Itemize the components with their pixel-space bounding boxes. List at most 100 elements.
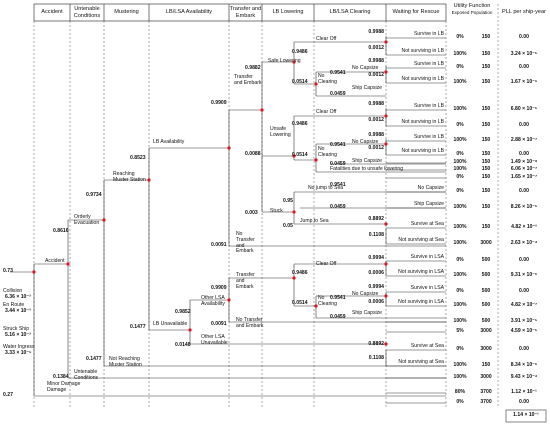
untenable-probability: 0.1384 — [53, 374, 69, 380]
utility-cell: 100% — [453, 362, 467, 368]
outcome-label: Survive at Sea — [410, 343, 444, 349]
branch-node — [227, 146, 231, 150]
pll-cell: 3.24 × 10⁻⁵ — [510, 51, 538, 57]
population-cell: 150 — [481, 174, 491, 180]
ship-capsize-label-1: Ship Capsize — [352, 85, 383, 91]
wait-prob-11: 0.9994 — [368, 255, 384, 261]
pll-cell: 0.00 — [519, 346, 529, 352]
branch-node — [292, 60, 296, 64]
clear-off-label-3: Clear Off — [316, 261, 337, 267]
stuck-probability: 0.003 — [245, 210, 258, 216]
utility-cell: 100% — [453, 166, 467, 172]
water-ingress-label: Water Ingress — [3, 344, 35, 350]
transfer-embark-label: Transfer and Embark — [234, 74, 262, 86]
no-clearing-label-2: No Clearing — [318, 146, 337, 158]
outcome-label: Survive in LB — [413, 134, 444, 140]
no-capsize-prob-1: 0.9541 — [330, 70, 346, 76]
ship-capsize-prob-1: 0.0459 — [330, 91, 346, 97]
untenable-branch-label: Untenable Conditions — [74, 369, 99, 381]
utility-cell: 100% — [453, 137, 467, 143]
no-clearing-prob-1: 0.0514 — [292, 79, 308, 85]
utility-cell: 80% — [454, 389, 466, 395]
population-cell: 150 — [481, 159, 491, 165]
outcome-label: Not surviving in LB — [401, 148, 444, 154]
other-lsa-unavailable-probability: 0.0148 — [175, 342, 191, 348]
population-cell: 150 — [481, 122, 491, 128]
pll-cell: 6.06 × 10⁻⁷ — [510, 166, 538, 172]
total-pll: 1.14 × 10⁻¹ — [513, 412, 539, 418]
utility-cell: 100% — [453, 374, 467, 380]
population-cell: 150 — [481, 362, 491, 368]
pll-cell: 2.63 × 10⁻⁴ — [510, 240, 538, 246]
wait-prob-13: 0.9994 — [368, 284, 384, 290]
header-untenable-conditions: Untenable Conditions — [73, 6, 101, 19]
header-mustering: Mustering — [114, 9, 139, 16]
collision-label: Collision — [3, 288, 23, 294]
no-clearing-label-3: No Clearing — [318, 295, 337, 307]
header-transfer-embark: Transfer and Embark — [229, 6, 262, 19]
clear-off-prob-2: 0.9486 — [292, 121, 308, 127]
population-cell: 3700 — [480, 389, 492, 395]
lsa-no-transfer-label: No Transfer and Embark — [236, 317, 264, 329]
header-waiting-rescue: Waiting for Rescue — [392, 9, 440, 16]
pll-cell: 0.00 — [519, 122, 529, 128]
en-route-label: En Route — [3, 302, 25, 308]
outcome-label: Not surviving at Sea — [398, 237, 444, 243]
utility-cell: 0% — [456, 122, 464, 128]
transfer-embark-probability: 0.9909 — [211, 100, 227, 106]
header-utility-function: Utility Function — [453, 2, 491, 9]
pll-cell: 8.34 × 10⁻⁶ — [510, 362, 538, 368]
ship-capsize-prob-2: 0.0459 — [330, 161, 346, 167]
pll-cell: 0.00 — [519, 151, 529, 157]
no-jump-label: No jump to Sea — [308, 185, 344, 191]
population-cell: 150 — [481, 188, 491, 194]
pll-cell: 0.00 — [519, 399, 529, 405]
branch-node — [292, 276, 296, 280]
unsafe-lowering-label: Unsafe Lowering — [270, 126, 291, 138]
pll-cell: 1.65 × 10⁻⁷ — [510, 174, 538, 180]
branch-node — [292, 210, 296, 214]
outcome-label: Survive in LB — [413, 103, 444, 109]
population-cell: 150 — [481, 166, 491, 172]
population-cell: 150 — [481, 151, 491, 157]
branch-node — [227, 298, 231, 302]
branch-node — [188, 328, 192, 332]
no-clearing-prob-3: 0.0514 — [292, 300, 308, 306]
no-capsize-prob-3b: 0.9541 — [330, 295, 346, 301]
wait-prob-2: 0.0012 — [368, 45, 384, 51]
lb-unavailable-label: LB Unavailable — [153, 321, 188, 327]
no-capsize-prob-2: 0.9541 — [330, 142, 346, 148]
population-cell: 3000 — [480, 346, 492, 352]
pll-cell: 3.91 × 10⁻⁵ — [510, 318, 538, 324]
population-cell: 3700 — [480, 399, 492, 405]
header-frame — [33, 3, 447, 22]
not-reaching-probability: 0.1477 — [86, 356, 102, 362]
utility-cell: 100% — [453, 51, 467, 57]
population-cell: 500 — [481, 318, 491, 324]
branch-node — [66, 262, 70, 266]
outcome-label: Not surviving at Sea — [398, 359, 444, 365]
population-cell: 150 — [481, 34, 491, 40]
utility-cell: 100% — [453, 224, 467, 230]
outcome-label: Survive in LB — [413, 61, 444, 67]
lsa-transfer-embark-probability: 0.9909 — [211, 285, 227, 291]
utility-cell: 100% — [453, 106, 467, 112]
reaching-probability: 0.8523 — [130, 155, 146, 161]
wait-prob-15: 0.8892 — [368, 341, 384, 347]
pll-cell: 9.31 × 10⁻⁶ — [510, 272, 538, 278]
branch-node — [147, 178, 151, 182]
utility-cell: 0% — [456, 34, 464, 40]
header-accident: Accident — [41, 9, 63, 16]
branch-node — [260, 108, 264, 112]
accident-probability: 0.8616 — [53, 228, 69, 234]
no-clearing-label-1: No Clearing — [318, 73, 337, 85]
pll-cell: 2.88 × 10⁻⁷ — [510, 137, 538, 143]
utility-cell: 100% — [453, 159, 467, 165]
branch-node — [102, 218, 106, 222]
population-cell: 500 — [481, 288, 491, 294]
population-cell: 150 — [481, 64, 491, 70]
reaching-label: Reaching Muster Station — [113, 171, 146, 183]
header-lb-lowering: LB Lowering — [272, 9, 304, 16]
branch-node — [384, 342, 388, 346]
pll-cell: 0.00 — [519, 188, 529, 194]
